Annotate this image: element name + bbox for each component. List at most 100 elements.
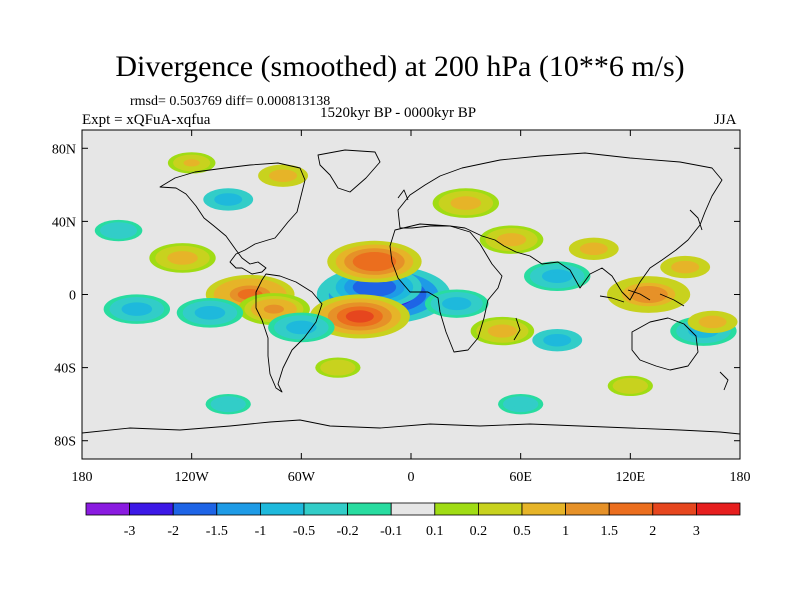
colorbar-label: 0.5 [513,524,531,539]
contour-band [636,289,661,300]
colorbar-swatch [521,502,566,516]
contour-band [292,323,311,332]
colorbar-label: -0.5 [293,524,315,539]
y-tick-label: 80S [54,435,76,450]
colorbar-swatch [434,502,479,516]
colorbar-swatch [696,502,741,516]
madagascar-coast [513,317,521,341]
colorbar-label: 2 [649,524,656,539]
x-tick-label: 60E [509,470,532,485]
contour-band [127,304,147,314]
eurasia-coast [397,152,723,301]
divergence-anomaly [103,294,171,324]
antarctica-coast [82,419,740,435]
x-tick-label: 60W [288,470,316,485]
contour-band [183,159,200,167]
divergence-anomaly [607,375,653,397]
colorbar-swatch [259,502,305,516]
contour-band [548,336,566,345]
experiment-label: Expt = xQFuA-xqfua [82,112,211,128]
divergence-anomaly [205,393,251,415]
colorbar-swatch [129,502,174,516]
colorbar-label: -3 [124,524,136,539]
colorbar-swatch [347,502,392,516]
contour-band [493,327,512,336]
contour-band [110,226,127,235]
divergence-field [94,152,738,415]
contour-band [547,272,567,281]
colorbar-swatch [608,502,654,516]
y-tick-label: 40S [54,362,76,377]
x-tick-label: 0 [408,470,415,485]
contour-band [200,308,220,317]
divergence-anomaly [660,255,711,279]
south-america-coast [255,273,323,393]
indonesia-coast [599,289,685,307]
x-tick-label: 180 [730,470,751,485]
colorbar-swatch [172,502,218,516]
divergence-anomaly [258,164,308,187]
period-label: 1520kyr BP - 0000kyr BP [320,105,477,121]
contour-band [274,171,292,180]
x-tick-label: 180 [72,470,93,485]
colorbar-label: 0.2 [470,524,488,539]
divergence-anomaly [268,312,335,343]
colorbar-label: -0.1 [380,524,402,539]
contour-band [512,400,529,408]
contour-band [330,364,346,372]
colorbar-swatch [85,502,130,516]
divergence-anomaly [327,240,422,283]
colorbar-label: 1 [562,524,569,539]
new-zealand-coast [719,371,729,391]
divergence-anomaly [532,329,583,352]
colorbar-label: -2 [167,524,179,539]
contour-band [263,304,284,314]
divergence-anomaly [315,357,361,378]
divergence-anomaly [94,219,143,242]
divergence-anomaly [149,243,216,273]
colorbar-label: 1.5 [600,524,618,539]
japan-coast [689,209,703,231]
y-tick-label: 0 [69,289,76,304]
contour-band [447,299,466,308]
contour-band [345,310,374,323]
colorbar-swatch [390,502,436,516]
contour-band [219,195,237,204]
divergence-anomaly [167,152,216,174]
chart-title: Divergence (smoothed) at 200 hPa (10**6 … [115,50,685,83]
colorbar-label: -1.5 [206,524,228,539]
uk-coast [397,189,409,201]
colorbar-swatch [303,502,348,516]
africa-coast [389,223,503,353]
x-tick-label: 120E [616,470,646,485]
y-tick-label: 80N [52,142,76,157]
divergence-anomaly [687,310,738,334]
divergence-anomaly [432,188,500,218]
divergence-anomaly [607,276,691,313]
colorbar-label: -0.2 [337,524,359,539]
divergence-anomaly [498,393,544,415]
divergence-anomaly [524,261,591,292]
season-label: JJA [714,112,737,128]
north-america-coast [159,162,306,275]
contour-band [361,255,388,268]
colorbar-swatch [477,502,523,516]
australia-coast [631,317,699,371]
contour-band [456,198,476,208]
contour-band [676,263,694,271]
colorbar-label: -1 [255,524,267,539]
contour-band [502,235,521,244]
divergence-anomaly [309,294,410,339]
colorbar-swatch [565,502,610,516]
contour-band [173,253,192,263]
contour-band [622,382,639,390]
divergence-anomaly [176,297,244,328]
contour-band [361,281,388,294]
y-tick-label: 40N [52,215,76,230]
divergence-anomaly [424,289,489,318]
colorbar-label: 0.1 [426,524,444,539]
colorbar-label: 3 [693,524,700,539]
contour-band [704,318,722,326]
contour-band [220,400,236,408]
